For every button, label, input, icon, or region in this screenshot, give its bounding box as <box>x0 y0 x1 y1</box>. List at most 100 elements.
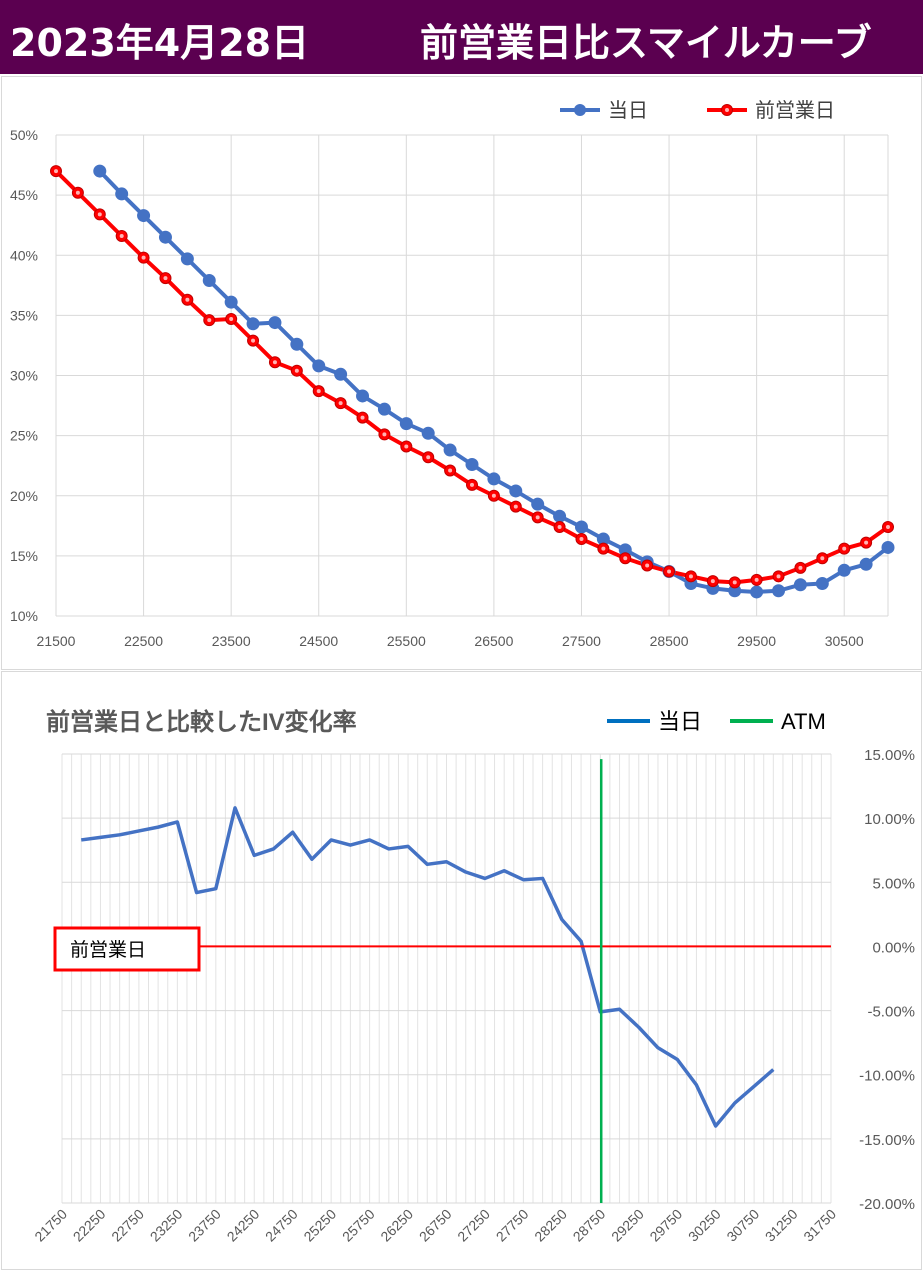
x-tick-label: 22500 <box>124 633 163 649</box>
point-today <box>618 543 632 557</box>
x-tick-label: 30750 <box>723 1206 762 1245</box>
x-tick-label: 24750 <box>262 1206 301 1245</box>
iv-change-line <box>80 806 775 1128</box>
point-prev-dot <box>163 276 168 281</box>
x-tick-label: 30250 <box>685 1206 724 1245</box>
iv-change-x-axis: 21750 22250 22750 23250 23750 24250 24750 25250… <box>31 1206 839 1245</box>
x-tick-label: 23750 <box>185 1206 224 1245</box>
point-prev-dot <box>623 556 628 561</box>
x-tick-label: 23500 <box>212 633 251 649</box>
point-prev-dot <box>360 415 365 420</box>
point-today <box>115 187 129 201</box>
point-today <box>443 443 457 457</box>
smile-curve-grid <box>55 134 889 617</box>
y-tick-label: 25% <box>10 428 38 444</box>
point-prev-dot <box>272 360 277 365</box>
smile-curve-x-axis: 21500 22500 23500 24500 25500 26500 27500 28500… <box>37 633 864 649</box>
point-prev-dot <box>404 444 409 449</box>
point-prev-dot <box>207 318 212 323</box>
zero-label-box <box>53 926 201 972</box>
x-tick-label: 31750 <box>800 1206 839 1245</box>
point-prev-dot <box>601 546 606 551</box>
report-title: 前営業日比スマイルカーブ <box>420 21 872 65</box>
point-prev-dot <box>448 468 453 473</box>
x-tick-label: 26750 <box>416 1206 455 1245</box>
point-today <box>356 389 370 403</box>
point-today <box>728 584 742 598</box>
y-tick-label: 30% <box>10 368 38 384</box>
legend-iv-label: 当日 <box>658 709 702 734</box>
point-today <box>312 359 326 373</box>
point-today <box>509 484 523 498</box>
x-tick-label: 28500 <box>650 633 689 649</box>
point-today <box>180 252 194 266</box>
point-prev-dot <box>251 338 256 343</box>
point-prev-dot <box>97 212 102 217</box>
point-today <box>334 367 348 381</box>
x-tick-label: 27750 <box>493 1206 532 1245</box>
point-today <box>246 317 260 331</box>
point-today <box>881 540 895 554</box>
smile-curve-y-axis: 50% 45% 40% 35% 30% 25% 20% 15% 10% <box>10 127 38 624</box>
smile-curve-series <box>50 164 895 599</box>
point-prev-dot <box>382 432 387 437</box>
point-prev-dot <box>886 525 890 530</box>
point-prev-dot <box>229 316 234 321</box>
x-tick-label: 28250 <box>531 1206 570 1245</box>
x-tick-label: 25250 <box>300 1206 339 1245</box>
point-prev-dot <box>667 569 672 574</box>
y-tick-label: 40% <box>10 247 38 263</box>
point-prev-dot <box>54 169 58 174</box>
point-prev-dot <box>316 389 321 394</box>
x-tick-label: 23250 <box>147 1206 186 1245</box>
x-tick-label: 21500 <box>37 633 76 649</box>
series-prev-line <box>54 169 890 585</box>
point-prev-dot <box>141 255 146 260</box>
point-today <box>158 230 172 244</box>
y-tick-label: -15.00% <box>859 1132 915 1149</box>
point-today <box>421 426 435 440</box>
point-prev-dot <box>491 493 496 498</box>
header-bar: 2023年4月28日 前営業日比スマイルカーブ <box>0 0 923 74</box>
point-prev-dot <box>688 574 693 579</box>
point-today <box>531 497 545 511</box>
smile-curve-chart: 当日 前営業日 50% 45% 40% 35% 30% 25% 20% 15% 10% 2150… <box>10 99 895 649</box>
point-today <box>837 563 851 577</box>
x-tick-label: 26500 <box>474 633 513 649</box>
iv-change-panel: 前営業日と比較したIV変化率 当日 ATM 15.00% 10.00% 5.00% 0… <box>1 671 922 1270</box>
point-prev-dot <box>579 537 584 542</box>
y-tick-label: 5.00% <box>872 875 915 892</box>
point-today <box>202 274 216 288</box>
y-tick-label: 0.00% <box>872 939 915 956</box>
point-today <box>487 472 501 486</box>
point-prev-dot <box>864 540 869 545</box>
legend-prev-label: 前営業日 <box>755 99 835 122</box>
point-prev-dot <box>754 577 759 582</box>
point-prev-dot <box>535 515 540 520</box>
point-today <box>859 557 873 571</box>
point-today <box>815 577 829 591</box>
point-today <box>793 578 807 592</box>
y-tick-label: -10.00% <box>859 1068 915 1085</box>
point-prev-dot <box>513 504 518 509</box>
point-prev-dot <box>776 574 781 579</box>
point-prev-dot <box>820 556 825 561</box>
x-tick-label: 26250 <box>377 1206 416 1245</box>
x-tick-label: 29750 <box>646 1206 685 1245</box>
iv-change-series <box>80 806 775 1128</box>
legend-atm-label: ATM <box>781 709 826 734</box>
legend-prev-marker-dot <box>725 108 729 112</box>
point-today <box>574 520 588 534</box>
point-today <box>772 584 786 598</box>
x-tick-label: 27500 <box>562 633 601 649</box>
y-tick-label: 35% <box>10 307 38 323</box>
iv-change-chart: 前営業日と比較したIV変化率 当日 ATM 15.00% 10.00% 5.00% 0… <box>31 708 915 1245</box>
x-tick-label: 28750 <box>570 1206 609 1245</box>
x-tick-label: 25500 <box>387 633 426 649</box>
x-tick-label: 25750 <box>339 1206 378 1245</box>
point-today <box>377 402 391 416</box>
x-tick-label: 22750 <box>108 1206 147 1245</box>
point-prev-dot <box>338 401 343 406</box>
x-tick-label: 29500 <box>737 633 776 649</box>
report-date: 2023年4月28日 <box>10 21 310 65</box>
